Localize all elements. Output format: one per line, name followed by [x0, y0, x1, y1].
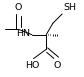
Text: HO: HO: [26, 61, 40, 70]
Text: O: O: [15, 3, 22, 12]
Text: SH: SH: [64, 3, 77, 12]
Text: O: O: [53, 61, 61, 70]
Text: HN: HN: [16, 29, 30, 38]
